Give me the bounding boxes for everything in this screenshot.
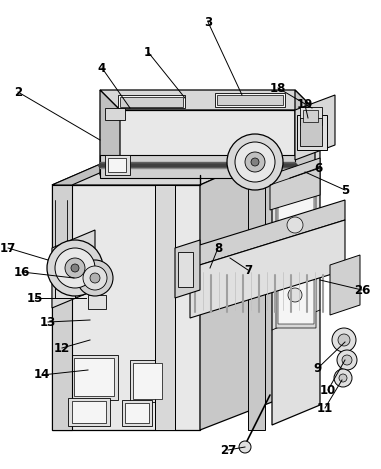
- Circle shape: [71, 264, 79, 272]
- Bar: [55, 250, 75, 298]
- Bar: [105, 155, 130, 175]
- Circle shape: [339, 374, 347, 382]
- Text: 6: 6: [314, 161, 322, 174]
- Polygon shape: [52, 165, 118, 185]
- Circle shape: [227, 134, 283, 190]
- Text: 8: 8: [214, 242, 222, 255]
- Text: 12: 12: [54, 341, 70, 355]
- Bar: [74, 358, 114, 396]
- Polygon shape: [190, 220, 345, 318]
- Circle shape: [251, 158, 259, 166]
- Circle shape: [245, 152, 265, 172]
- Circle shape: [77, 260, 113, 296]
- Text: 7: 7: [244, 264, 252, 277]
- Polygon shape: [52, 185, 200, 430]
- Text: 1: 1: [144, 45, 152, 59]
- Polygon shape: [100, 90, 315, 110]
- Circle shape: [55, 248, 95, 288]
- Circle shape: [338, 334, 350, 346]
- Bar: [300, 107, 322, 125]
- Polygon shape: [105, 108, 125, 120]
- Bar: [72, 401, 106, 423]
- Bar: [55, 200, 67, 280]
- Polygon shape: [215, 93, 285, 107]
- Polygon shape: [118, 95, 185, 108]
- Circle shape: [334, 369, 352, 387]
- Text: 9: 9: [314, 362, 322, 375]
- Polygon shape: [52, 230, 95, 308]
- Polygon shape: [200, 145, 290, 430]
- Circle shape: [235, 142, 275, 182]
- Polygon shape: [52, 145, 290, 185]
- Circle shape: [90, 273, 100, 283]
- Circle shape: [288, 288, 302, 302]
- Bar: [122, 400, 152, 426]
- Polygon shape: [100, 90, 120, 175]
- Bar: [130, 360, 165, 402]
- Polygon shape: [295, 90, 315, 175]
- Polygon shape: [330, 255, 360, 315]
- Polygon shape: [100, 155, 295, 178]
- Polygon shape: [52, 185, 72, 430]
- Bar: [108, 158, 126, 172]
- Circle shape: [342, 355, 352, 365]
- Polygon shape: [278, 187, 314, 258]
- Polygon shape: [272, 128, 320, 425]
- Text: 19: 19: [297, 98, 313, 112]
- Bar: [88, 295, 106, 309]
- Polygon shape: [276, 183, 316, 262]
- Polygon shape: [276, 248, 316, 328]
- Polygon shape: [190, 200, 345, 268]
- Polygon shape: [248, 185, 265, 430]
- Bar: [70, 355, 118, 400]
- Bar: [297, 115, 327, 150]
- Circle shape: [65, 258, 85, 278]
- Bar: [303, 110, 318, 122]
- Polygon shape: [100, 110, 295, 175]
- Text: 11: 11: [317, 401, 333, 415]
- Bar: [68, 398, 110, 426]
- Text: 10: 10: [320, 384, 336, 396]
- Bar: [300, 118, 322, 146]
- Circle shape: [47, 240, 103, 296]
- Text: 3: 3: [204, 15, 212, 29]
- Circle shape: [337, 350, 357, 370]
- Bar: [133, 363, 162, 399]
- Circle shape: [83, 266, 107, 290]
- Text: 26: 26: [354, 283, 370, 296]
- Circle shape: [239, 441, 251, 453]
- Text: 2: 2: [14, 85, 22, 98]
- Circle shape: [287, 217, 303, 233]
- Circle shape: [332, 328, 356, 352]
- Polygon shape: [155, 185, 175, 430]
- Text: 17: 17: [0, 242, 16, 255]
- Text: 27: 27: [220, 444, 236, 456]
- Polygon shape: [270, 158, 320, 210]
- Polygon shape: [175, 240, 200, 298]
- Text: 18: 18: [270, 82, 286, 94]
- Polygon shape: [278, 252, 314, 324]
- Text: 4: 4: [98, 61, 106, 75]
- Bar: [120, 97, 183, 107]
- Bar: [125, 403, 149, 423]
- Text: 16: 16: [14, 265, 30, 279]
- Text: 15: 15: [27, 292, 43, 304]
- Text: 14: 14: [34, 369, 50, 381]
- Text: 5: 5: [341, 183, 349, 197]
- Bar: [217, 95, 283, 105]
- Text: 13: 13: [40, 316, 56, 328]
- Bar: [178, 252, 193, 287]
- Polygon shape: [295, 95, 335, 160]
